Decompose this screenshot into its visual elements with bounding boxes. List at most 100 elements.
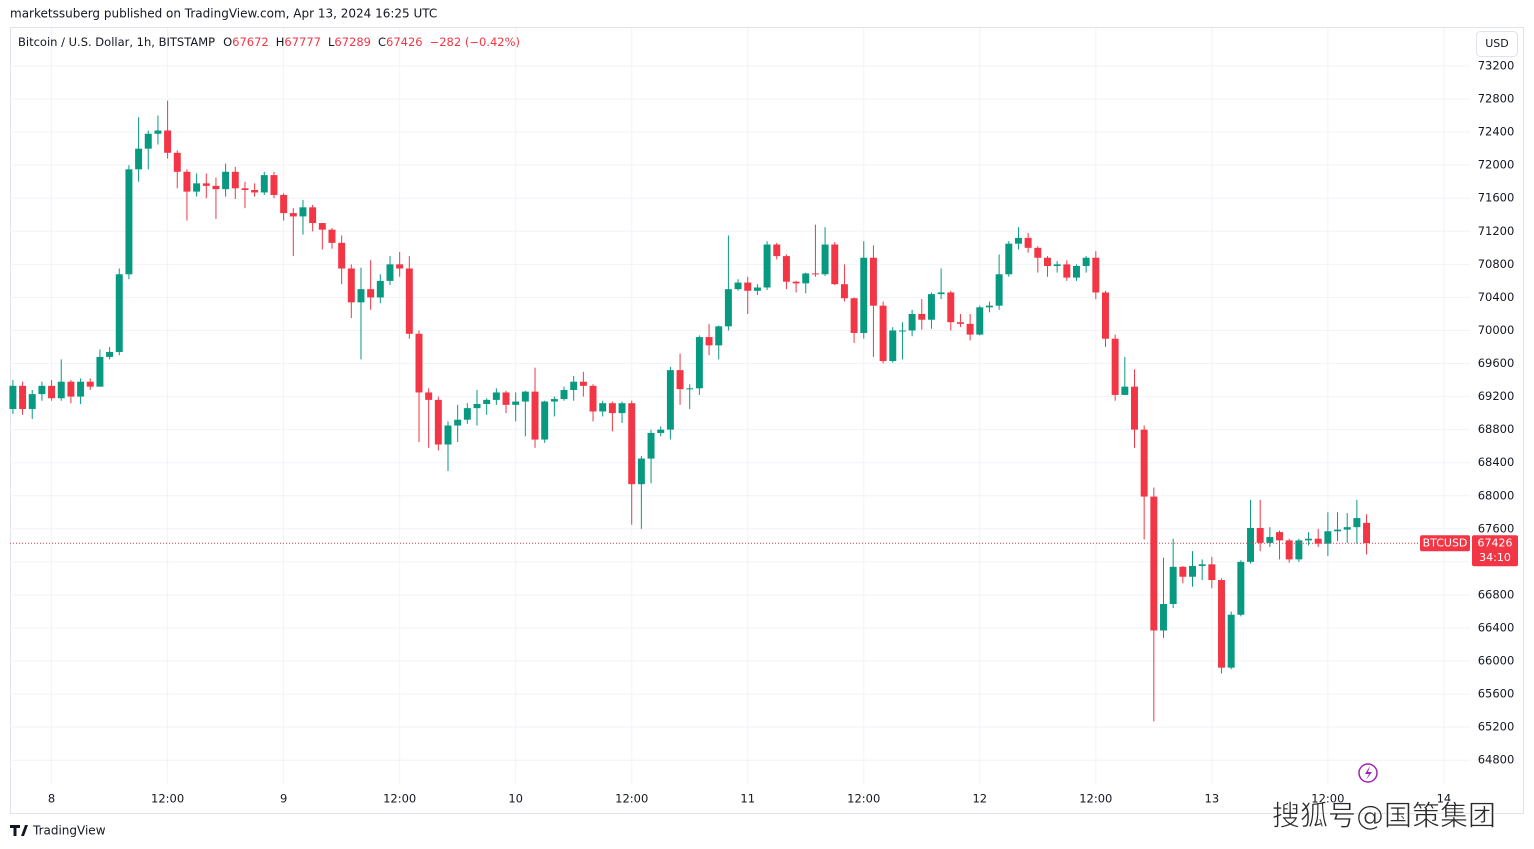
legend-value: 67289 (334, 35, 371, 49)
candle-body (608, 403, 616, 414)
candle-body (164, 130, 172, 153)
legend-value: 67777 (284, 35, 321, 49)
candle-body (473, 404, 481, 409)
candle-body (840, 284, 848, 299)
candle-body (898, 330, 906, 332)
tv-logo (10, 825, 28, 836)
candle-body (657, 429, 665, 433)
candle-body (521, 391, 529, 402)
candle-body (367, 289, 375, 298)
y-tick-label: 70400 (1478, 290, 1515, 304)
legend-value: 67672 (232, 35, 269, 49)
candle-body (1218, 580, 1225, 668)
candle-body (183, 171, 191, 192)
x-tick-label: 11 (740, 792, 755, 806)
x-tick-label: 8 (48, 792, 55, 806)
candle-body (241, 188, 249, 190)
candle-body (599, 403, 607, 412)
candle-body (1092, 257, 1100, 293)
candle-body (1256, 527, 1264, 543)
candle-body (1363, 522, 1371, 544)
candle-body (251, 189, 259, 193)
candle-body (1295, 540, 1303, 560)
candle-body (193, 183, 201, 192)
y-tick-label: 69600 (1478, 356, 1515, 370)
candle-body (289, 213, 297, 217)
y-tick-label: 72400 (1478, 125, 1515, 139)
candle-body (811, 273, 819, 275)
y-tick-label: 68000 (1478, 488, 1515, 502)
symbol-tag (1420, 535, 1470, 552)
candle-body (28, 394, 36, 409)
candle-body (715, 326, 723, 346)
legend-key: O (223, 35, 232, 49)
candle-body (1111, 338, 1119, 395)
y-tick-label: 64800 (1478, 753, 1515, 767)
candle-body (444, 425, 452, 445)
y-tick-label: 69200 (1478, 389, 1515, 403)
candle-body (753, 287, 761, 291)
legend-change: −282 (−0.42%) (430, 35, 520, 49)
candle-body (850, 298, 858, 333)
candle-body (647, 432, 655, 459)
candle-body (676, 370, 684, 390)
candle-body (831, 244, 839, 285)
candle-body (405, 268, 413, 334)
candle-body (115, 274, 123, 352)
alert-icon[interactable] (1358, 763, 1378, 783)
candle-body (550, 399, 558, 402)
candle-body (985, 305, 993, 308)
candle-body (1024, 237, 1032, 248)
candle-body (19, 385, 27, 409)
candle-body (386, 264, 394, 281)
candle-body (38, 385, 46, 395)
legend-key: L (328, 35, 335, 49)
currency-label[interactable]: USD (1485, 37, 1509, 50)
y-tick-label: 70000 (1478, 323, 1515, 337)
candle-body (734, 282, 742, 290)
logo-text: TradingView (32, 824, 106, 838)
x-tick-label: 14 (1437, 792, 1452, 806)
candle-body (695, 337, 703, 389)
candle-body (125, 169, 133, 275)
y-tick-label: 73200 (1478, 59, 1515, 73)
candle-body (9, 385, 17, 409)
x-tick-label: 12:00 (151, 792, 184, 806)
countdown-label: 34:10 (1479, 551, 1511, 564)
y-tick-label: 66800 (1478, 587, 1515, 601)
candle-body (860, 257, 868, 333)
candle-body (173, 152, 181, 172)
candle-body (512, 401, 520, 405)
candle-body (1082, 257, 1090, 267)
candle-body (1072, 266, 1080, 278)
candle-body (1043, 257, 1051, 267)
candle-body (666, 370, 674, 430)
candle-body (889, 330, 897, 362)
candles (9, 100, 1371, 722)
candle-body (956, 322, 964, 324)
candle-body (618, 403, 626, 414)
candle-body (67, 381, 75, 397)
candle-body (579, 381, 587, 386)
candle-body (96, 356, 104, 387)
candle-body (628, 403, 636, 485)
candle-body (502, 392, 510, 405)
candle-body (995, 274, 1003, 306)
candle-body (541, 401, 549, 440)
candle-body (202, 183, 210, 186)
candle-body (1276, 532, 1284, 541)
candle-body (937, 292, 945, 295)
y-tick-label: 72000 (1478, 158, 1515, 172)
legend: Bitcoin / U.S. Dollar, 1h, BITSTAMP O6767… (18, 35, 520, 49)
candle-body (1237, 561, 1245, 615)
candle-body (1198, 564, 1206, 566)
x-tick-label: 12 (972, 792, 987, 806)
candle-body (531, 391, 539, 440)
candle-body (782, 256, 790, 282)
x-tick-label: 13 (1205, 792, 1220, 806)
candle-body (1208, 564, 1216, 581)
x-tick-label: 12:00 (383, 792, 416, 806)
currency-button[interactable] (1476, 31, 1518, 57)
